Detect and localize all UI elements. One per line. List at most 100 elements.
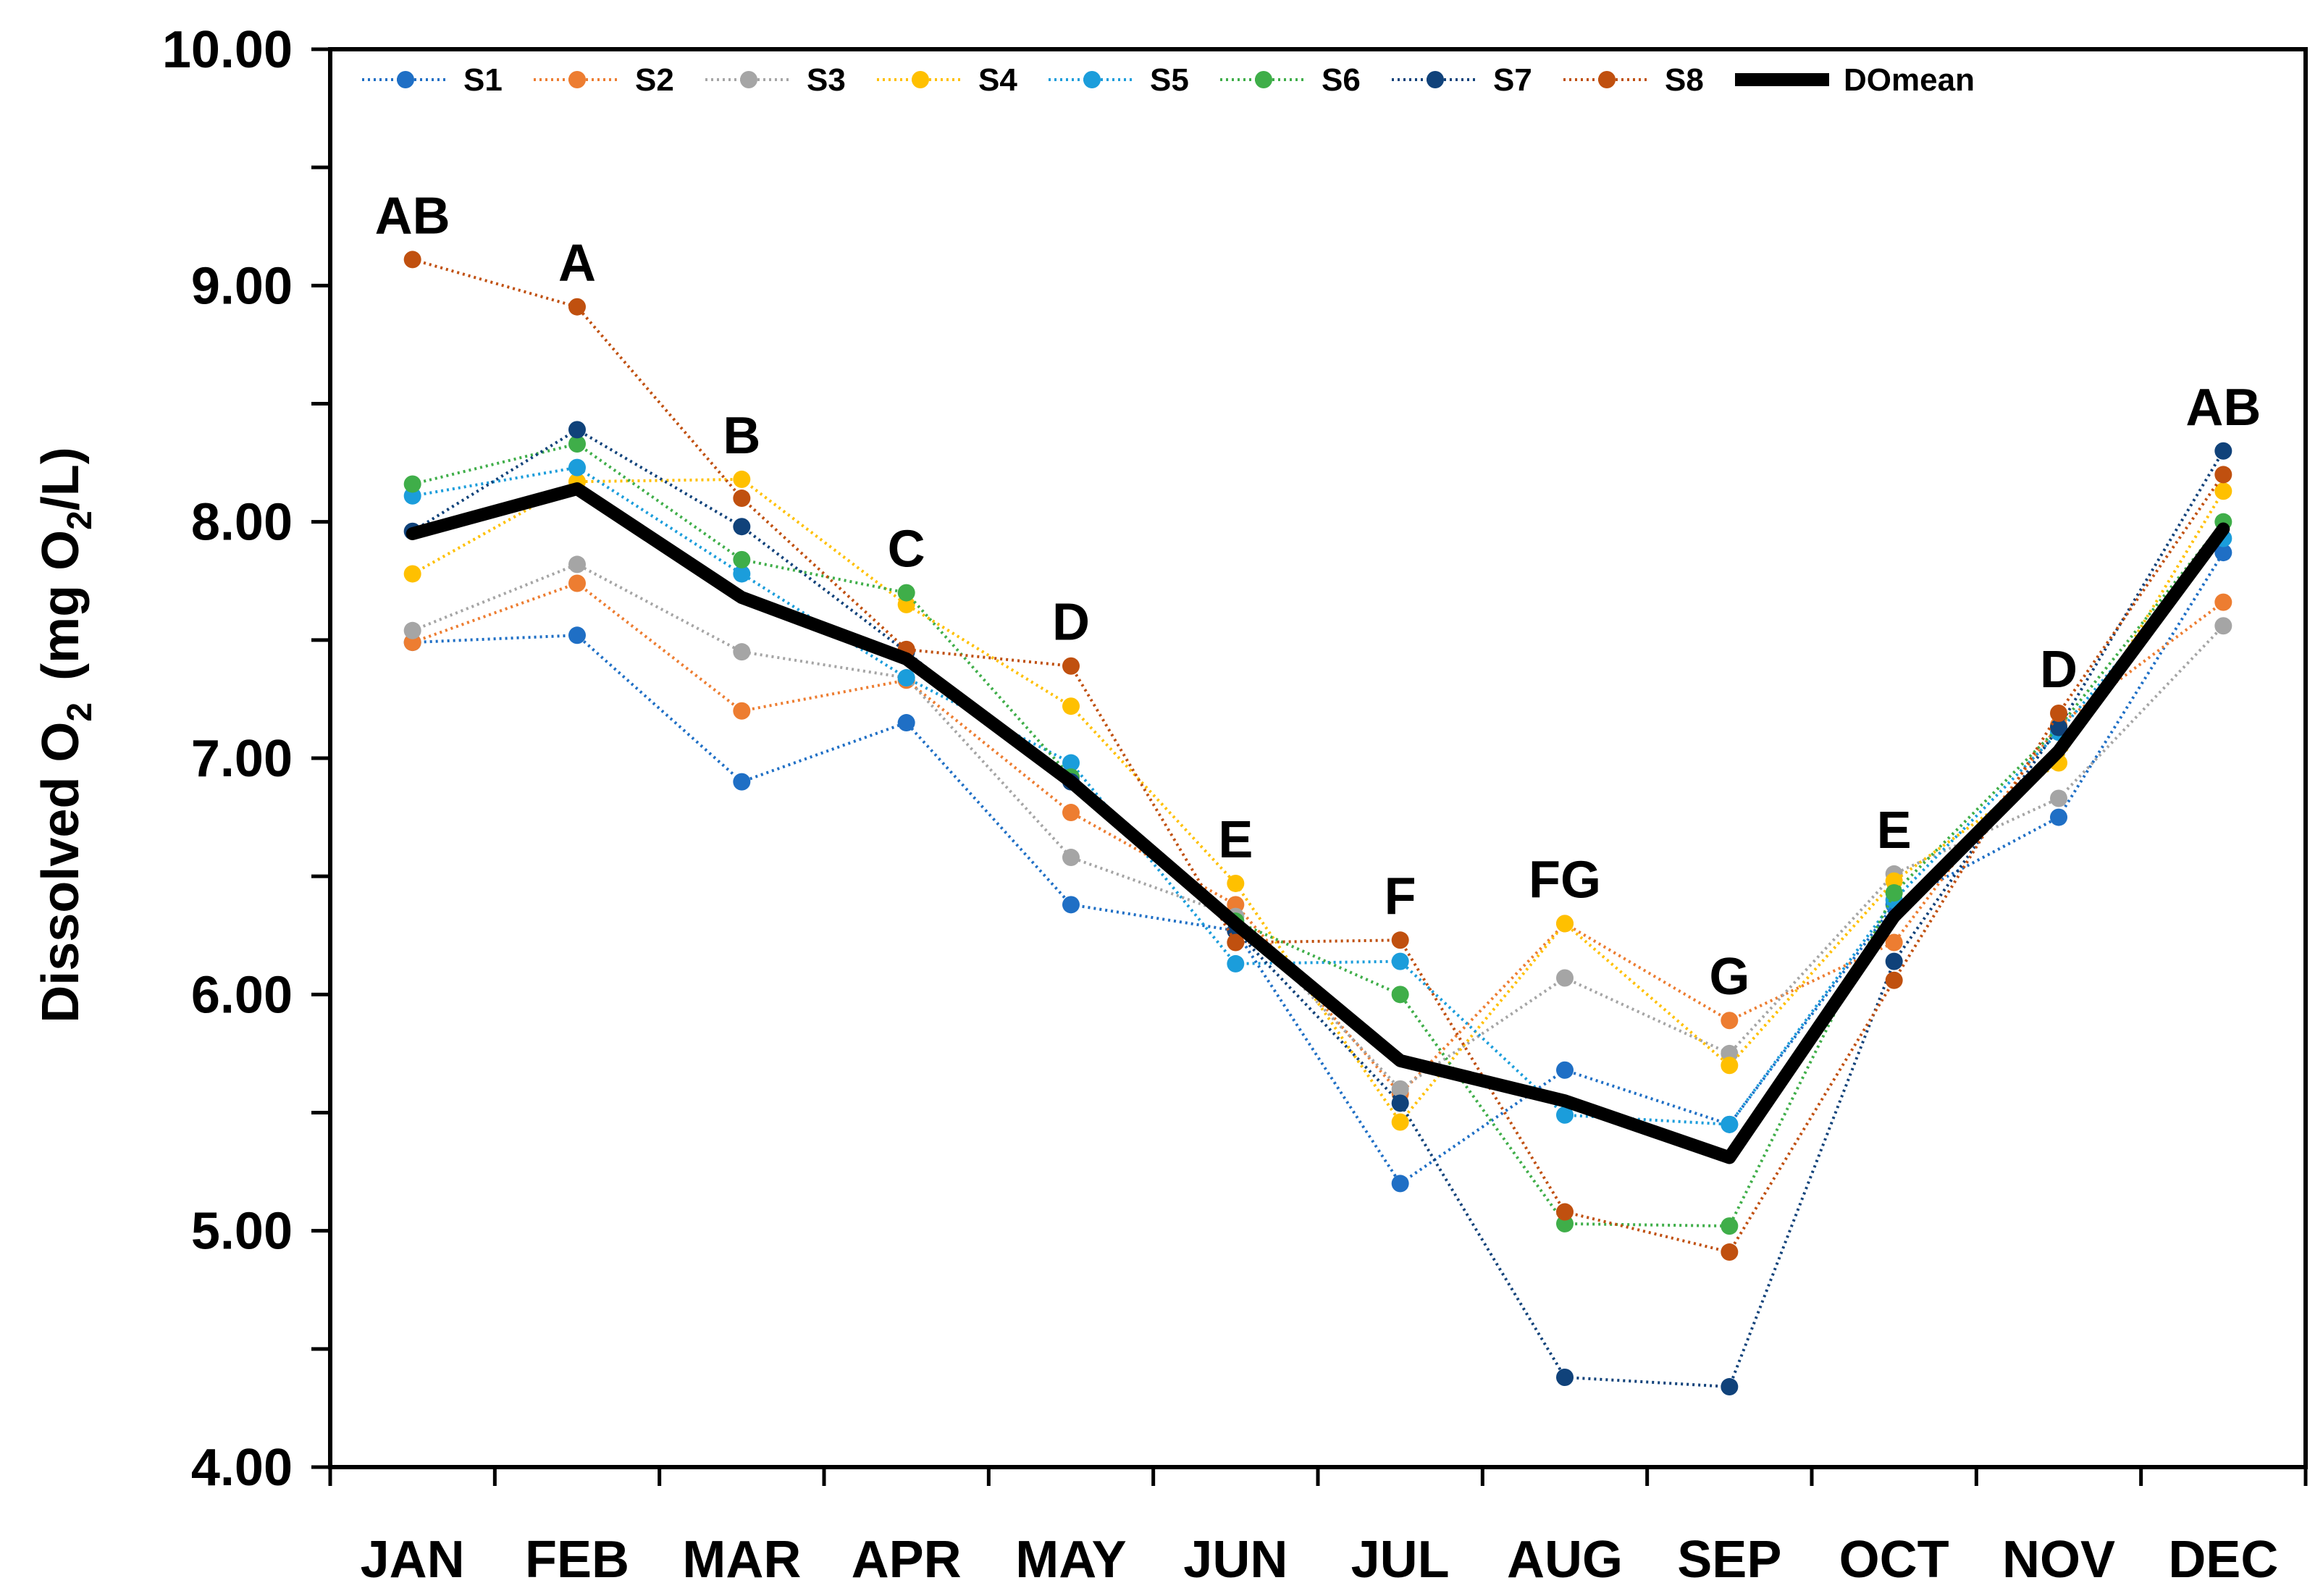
series-line-S8 — [412, 258, 2225, 1253]
point-S4-JUL — [1391, 1113, 1409, 1131]
annotation-OCT: E — [1877, 802, 1912, 860]
point-S8-MAR — [733, 490, 751, 508]
point-S4-DEC — [2214, 482, 2232, 500]
point-S8-OCT — [1885, 971, 1903, 989]
legend-label-S3: S3 — [807, 62, 846, 98]
legend-label-S7: S7 — [1493, 62, 1532, 98]
point-S5-JUL — [1391, 952, 1409, 970]
point-S4-MAY — [1062, 697, 1080, 715]
point-S3-DEC — [2214, 617, 2232, 635]
point-S7-AUG — [1556, 1368, 1574, 1386]
x-tick-label: JUN — [1183, 1531, 1287, 1589]
y-tick-label: 8.00 — [191, 494, 293, 552]
point-S8-SEP — [1721, 1243, 1739, 1261]
point-S1-AUG — [1556, 1061, 1574, 1079]
point-S5-SEP — [1721, 1115, 1739, 1133]
annotation-FEB: A — [558, 235, 596, 293]
point-S2-MAY — [1062, 804, 1080, 822]
y-tick-label: 9.00 — [191, 257, 293, 315]
point-S3-JAN — [403, 621, 421, 639]
annotation-NOV: D — [2040, 641, 2078, 699]
legend-label-S4: S4 — [978, 62, 1017, 98]
x-tick-label: APR — [852, 1531, 962, 1589]
x-tick-label: MAR — [682, 1531, 801, 1589]
point-S1-APR — [897, 714, 915, 732]
legend-swatch-marker-S5 — [1083, 71, 1101, 88]
point-S6-MAR — [733, 550, 751, 568]
x-tick-label: FEB — [525, 1531, 629, 1589]
y-axis-label-sub2: 2 — [61, 511, 99, 530]
point-S6-FEB — [568, 434, 586, 453]
point-S4-JUN — [1227, 874, 1245, 892]
legend-swatch-marker-S4 — [912, 71, 929, 88]
y-axis-label-unit-close: /L) — [32, 447, 90, 511]
point-S6-APR — [897, 584, 915, 602]
point-S4-AUG — [1556, 915, 1574, 933]
point-S2-DEC — [2214, 593, 2232, 611]
point-S7-MAR — [733, 518, 751, 536]
point-S3-NOV — [2050, 789, 2067, 807]
point-S5-MAR — [733, 565, 751, 583]
x-tick-label: DEC — [2168, 1531, 2278, 1589]
y-axis-label-sub1: 2 — [61, 702, 99, 722]
point-S2-OCT — [1885, 933, 1903, 952]
x-tick-label: SEP — [1677, 1531, 1781, 1589]
x-tick-label: JAN — [361, 1531, 465, 1589]
point-S5-FEB — [568, 458, 586, 476]
annotation-SEP: G — [1709, 948, 1749, 1006]
legend-label-S2: S2 — [635, 62, 674, 98]
annotation-APR: C — [888, 521, 925, 579]
legend-swatch-marker-S8 — [1598, 71, 1616, 88]
series-layer — [403, 251, 2232, 1396]
x-tick-label: AUG — [1507, 1531, 1623, 1589]
point-S5-JUN — [1227, 954, 1245, 973]
point-S8-NOV — [2050, 704, 2067, 722]
x-tick-label: NOV — [2002, 1531, 2115, 1589]
legend-swatch-marker-S2 — [568, 71, 586, 88]
annotation-MAY: D — [1052, 594, 1090, 652]
point-S7-NOV — [2050, 718, 2067, 736]
y-tick-label: 4.00 — [191, 1439, 293, 1497]
legend-label-S6: S6 — [1322, 62, 1361, 98]
point-S8-MAY — [1062, 657, 1080, 675]
point-S6-SEP — [1721, 1217, 1739, 1235]
point-S1-MAR — [733, 773, 751, 791]
point-S2-SEP — [1721, 1012, 1739, 1030]
series-line-S4 — [411, 477, 2225, 1124]
point-S8-JUL — [1391, 931, 1409, 949]
series-line-S2 — [412, 581, 2225, 1096]
x-tick-label: JUL — [1351, 1531, 1450, 1589]
legend-label-S1: S1 — [463, 62, 503, 98]
annotation-DEC: AB — [2185, 379, 2261, 437]
y-axis-label-main: Dissolved O — [32, 722, 90, 1023]
point-S4-MAR — [733, 470, 751, 488]
annotation-JUN: E — [1218, 811, 1253, 869]
legend-swatch-marker-S3 — [740, 71, 757, 88]
point-S8-DEC — [2214, 466, 2232, 484]
point-S2-MAR — [733, 702, 751, 720]
annotation-JUL: F — [1385, 868, 1416, 925]
annotation-MAR: B — [723, 407, 760, 465]
legend-swatch-marker-S6 — [1255, 71, 1272, 88]
point-S1-FEB — [568, 626, 586, 644]
point-S2-FEB — [568, 574, 586, 592]
series-line-S5 — [412, 466, 2225, 1126]
point-S8-AUG — [1556, 1203, 1574, 1221]
point-S4-JAN — [403, 565, 421, 583]
series-line-DOmean — [406, 482, 2230, 1164]
annotation-AUG: FG — [1529, 851, 1601, 909]
point-S8-FEB — [568, 298, 586, 316]
legend-swatch-marker-S7 — [1427, 71, 1444, 88]
x-tick-label: MAY — [1015, 1531, 1126, 1589]
series-line-S7 — [411, 428, 2225, 1388]
point-S1-MAY — [1062, 896, 1080, 914]
point-S7-OCT — [1885, 952, 1903, 970]
annotation-JAN: AB — [375, 187, 450, 245]
point-S3-MAR — [733, 643, 751, 661]
point-S1-DEC — [2214, 544, 2232, 562]
point-S8-JAN — [403, 251, 421, 269]
